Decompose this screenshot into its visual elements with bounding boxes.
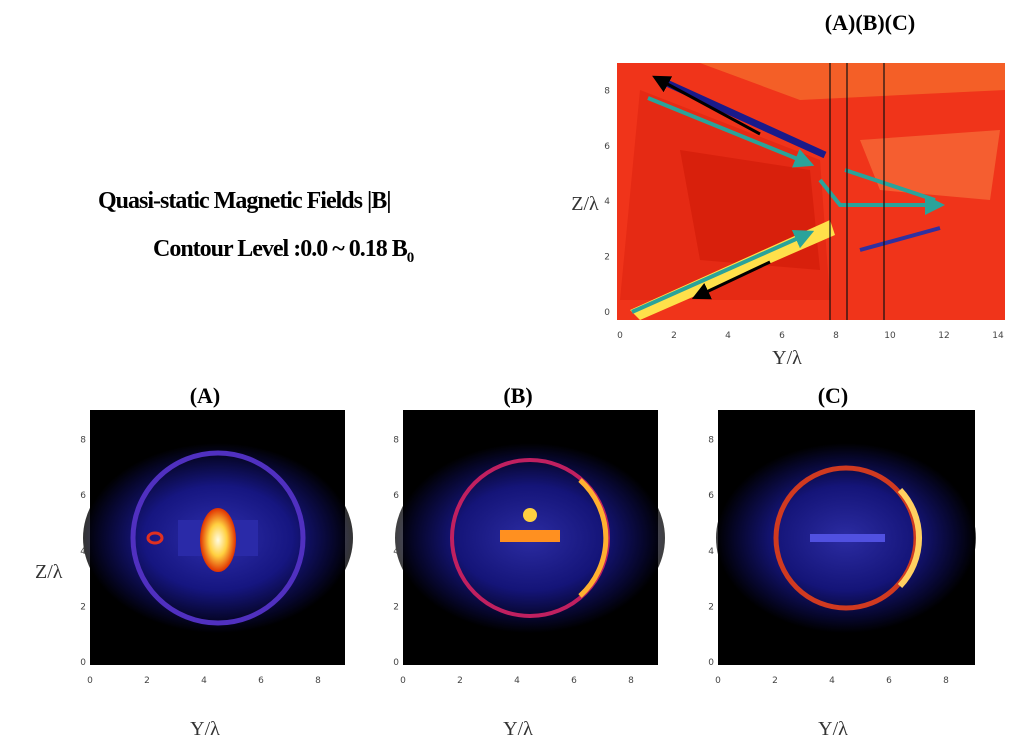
x-tick-label: 4 (201, 676, 207, 686)
y-tick-label: 0 (393, 658, 399, 668)
x-tick-label: 8 (315, 676, 321, 686)
x-tick-label: 2 (144, 676, 150, 686)
y-tick-label: 6 (708, 491, 714, 501)
x-tick-label: 6 (258, 676, 264, 686)
y-axis-label: Z/λ (571, 193, 599, 215)
x-tick-label: 6 (886, 676, 892, 686)
panel-b-image (395, 410, 665, 665)
panel-x-axis-label: Y/λ (190, 718, 220, 740)
panel-c-image (716, 410, 976, 665)
panel-label: (B) (503, 383, 532, 408)
x-tick-label: 2 (671, 331, 677, 341)
y-tick-label: 8 (393, 436, 399, 446)
y-tick-label: 8 (604, 86, 610, 96)
panel-x-axis-label: Y/λ (818, 718, 848, 740)
x-axis-label: Y/λ (772, 347, 802, 369)
y-tick-label: 6 (80, 491, 86, 501)
x-tick-label: 4 (514, 676, 520, 686)
y-tick-label: 6 (604, 142, 610, 152)
top-plot (617, 63, 1005, 320)
cut-labels: (A)(B)(C) (825, 10, 915, 35)
panel-label: (A) (190, 383, 221, 408)
x-tick-label: 0 (617, 331, 623, 341)
y-tick-label: 8 (80, 436, 86, 446)
title: Quasi-static Magnetic Fields |B| (98, 188, 391, 214)
x-tick-label: 12 (938, 331, 949, 341)
y-tick-label: 4 (80, 547, 86, 557)
x-tick-label: 8 (628, 676, 634, 686)
contour-level: Contour Level :0.0 ~ 0.18 B0 (153, 236, 414, 266)
figure: Quasi-static Magnetic Fields |B| Contour… (0, 0, 1010, 747)
y-tick-label: 8 (708, 436, 714, 446)
y-tick-label: 4 (604, 197, 610, 207)
x-tick-label: 6 (571, 676, 577, 686)
y-tick-label: 0 (604, 308, 610, 318)
x-tick-label: 4 (829, 676, 835, 686)
x-tick-label: 2 (772, 676, 778, 686)
y-tick-label: 4 (393, 547, 399, 557)
panel-label: (C) (818, 383, 849, 408)
panel-x-axis-label: Y/λ (503, 718, 533, 740)
x-tick-label: 0 (715, 676, 721, 686)
panel-a-image (83, 410, 353, 665)
bottom-y-axis-label: Z/λ (35, 561, 63, 583)
x-tick-label: 2 (457, 676, 463, 686)
y-tick-label: 2 (80, 602, 86, 612)
y-tick-label: 6 (393, 491, 399, 501)
y-tick-label: 0 (80, 658, 86, 668)
x-tick-label: 6 (779, 331, 785, 341)
x-tick-label: 8 (833, 331, 839, 341)
x-tick-label: 4 (725, 331, 731, 341)
y-tick-label: 2 (708, 602, 714, 612)
y-tick-label: 4 (708, 547, 714, 557)
x-tick-label: 0 (400, 676, 406, 686)
x-tick-label: 0 (87, 676, 93, 686)
y-tick-label: 0 (708, 658, 714, 668)
x-tick-label: 10 (884, 331, 896, 341)
y-tick-label: 2 (393, 602, 399, 612)
y-tick-label: 2 (604, 253, 610, 263)
x-tick-label: 14 (992, 331, 1004, 341)
x-tick-label: 8 (943, 676, 949, 686)
